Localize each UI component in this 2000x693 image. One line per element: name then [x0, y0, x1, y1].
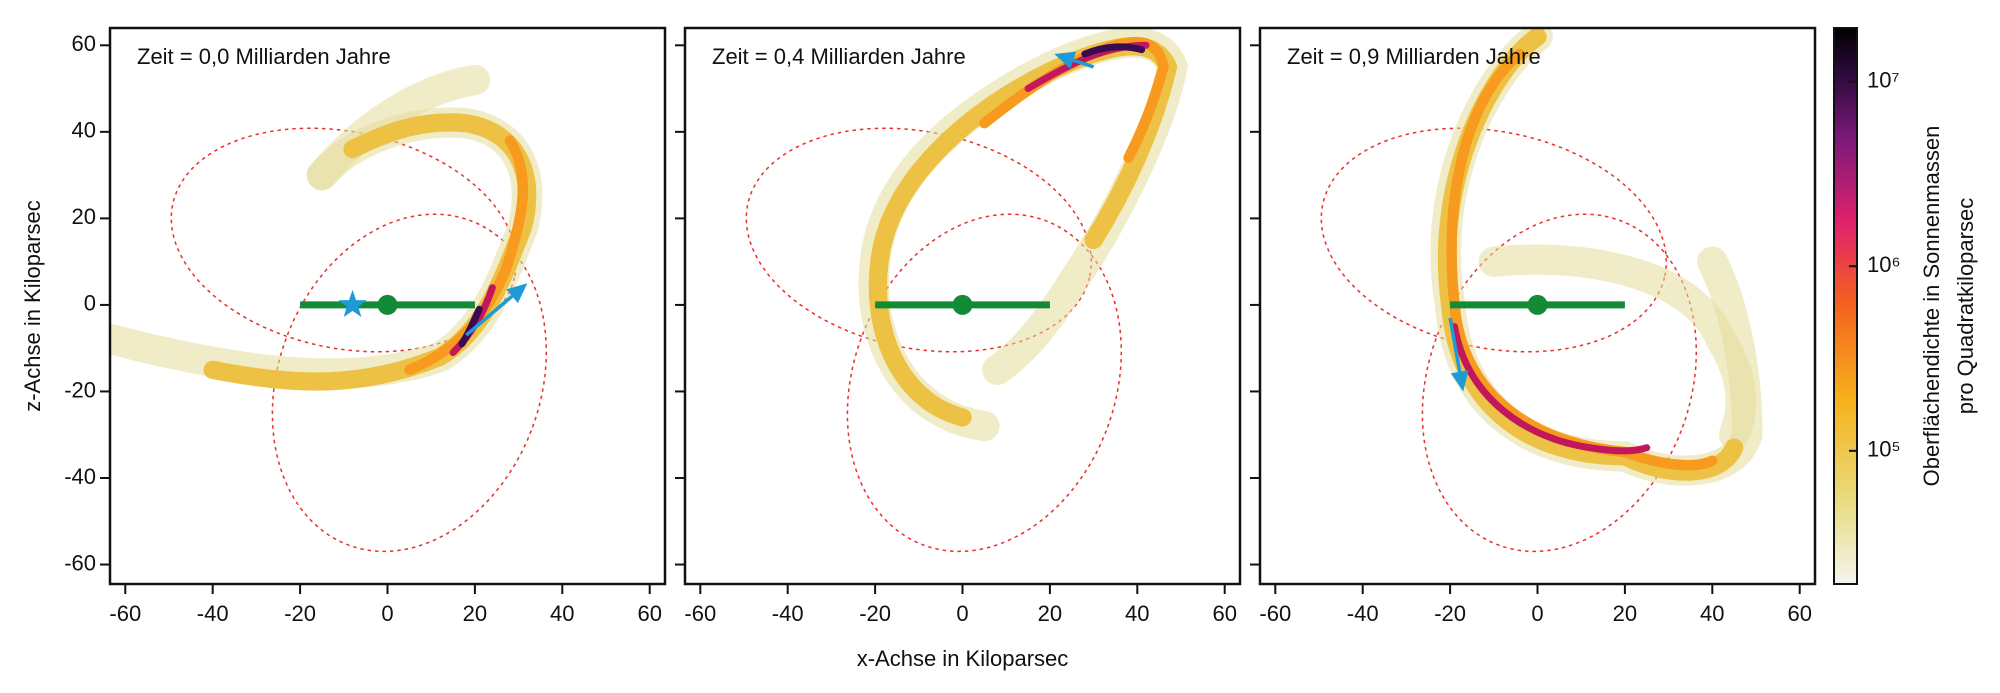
arrow: [1448, 317, 1462, 373]
panel-title: Zeit = 0,9 Milliarden Jahre: [1287, 44, 1541, 69]
center: [377, 294, 398, 315]
x-tick-label: -20: [1434, 601, 1466, 626]
x-tick-label: -20: [284, 601, 316, 626]
colorbar-label: Oberflächendichte in Sonnenmassen: [1919, 126, 1944, 487]
y-tick-label: 20: [72, 204, 96, 229]
x-tick-label: 0: [1531, 601, 1543, 626]
y-axis-label: z-Achse in Kiloparsec: [20, 200, 45, 412]
x-tick-label: -40: [197, 601, 229, 626]
x-tick-label: 0: [381, 601, 393, 626]
center: [1527, 294, 1548, 315]
star: [338, 289, 367, 318]
arrow-head: [1054, 51, 1077, 69]
panel-2: [1299, 28, 1763, 584]
y-tick-label: -60: [64, 550, 96, 575]
density-stream: [1299, 28, 1763, 584]
arrow: [1072, 58, 1095, 69]
colorbar-tick-label: 10⁷: [1867, 67, 1899, 92]
density-stream: [110, 64, 594, 584]
panel-0: [110, 64, 594, 584]
arrow: [465, 294, 514, 337]
colorbar-tick-label: 10⁵: [1867, 437, 1901, 462]
x-tick-label: 20: [1613, 601, 1637, 626]
panel-title: Zeit = 0,4 Milliarden Jahre: [712, 44, 966, 69]
arrow-head: [506, 283, 528, 304]
x-tick-label: 20: [463, 601, 487, 626]
colorbar: [1833, 27, 1858, 585]
x-tick-label: 20: [1038, 601, 1062, 626]
density-stream: [724, 28, 1189, 584]
colorbar-label: pro Quadratkiloparsec: [1953, 198, 1978, 414]
y-tick-label: -20: [64, 377, 96, 402]
x-tick-label: -40: [1347, 601, 1379, 626]
x-tick-label: -60: [1259, 601, 1291, 626]
y-tick-label: 60: [72, 31, 96, 56]
x-tick-label: -20: [859, 601, 891, 626]
x-tick-label: 60: [1787, 601, 1811, 626]
panel-1: [724, 28, 1189, 584]
panel-title: Zeit = 0,0 Milliarden Jahre: [137, 44, 391, 69]
x-tick-label: -60: [684, 601, 716, 626]
y-tick-label: 40: [72, 118, 96, 143]
center: [952, 294, 973, 315]
colorbar-tick-label: 10⁶: [1867, 252, 1901, 277]
x-tick-label: -40: [772, 601, 804, 626]
x-tick-label: 0: [956, 601, 968, 626]
x-tick-label: 60: [1212, 601, 1236, 626]
x-tick-label: 60: [637, 601, 661, 626]
y-tick-label: -40: [64, 464, 96, 489]
x-tick-label: 40: [550, 601, 574, 626]
x-tick-label: 40: [1700, 601, 1724, 626]
arrow-head: [1450, 370, 1469, 392]
x-axis-label: x-Achse in Kiloparsec: [857, 646, 1069, 671]
x-tick-label: -60: [109, 601, 141, 626]
x-tick-label: 40: [1125, 601, 1149, 626]
y-tick-label: 0: [84, 291, 96, 316]
